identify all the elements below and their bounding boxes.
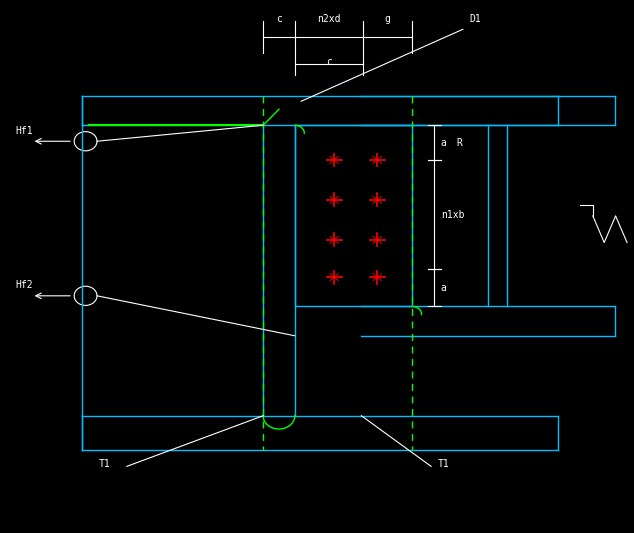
Text: D1: D1 [469, 14, 481, 24]
Text: T1: T1 [99, 459, 110, 469]
Text: R: R [456, 138, 462, 148]
Text: n2xd: n2xd [317, 14, 340, 24]
Text: a: a [441, 138, 446, 148]
Text: g: g [384, 14, 391, 24]
Text: Hf2: Hf2 [16, 280, 34, 290]
Text: Hf1: Hf1 [16, 126, 34, 136]
Text: a: a [441, 283, 446, 293]
Text: c: c [326, 56, 332, 67]
Bar [295, 125, 412, 306]
Text: T1: T1 [438, 459, 450, 469]
Text: c: c [276, 14, 282, 24]
Text: n1xb: n1xb [441, 209, 464, 220]
